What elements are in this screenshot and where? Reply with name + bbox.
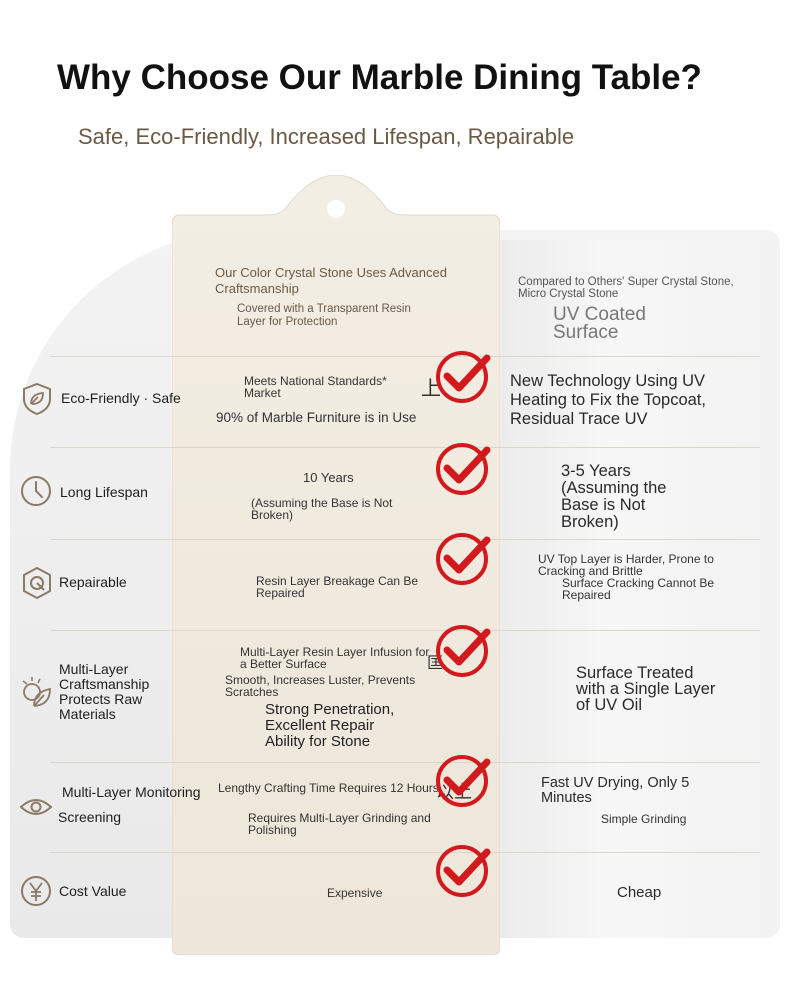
eye-icon: [19, 799, 53, 815]
row-label-multi-layer-craftsmanship: Multi-Layer Craftsmanship Protects Raw M…: [59, 661, 150, 722]
ours-craft-text-2: Smooth, Increases Luster, Prevents Scrat…: [225, 673, 416, 699]
leaf-shield-icon: [23, 382, 51, 416]
others-craft-text: Surface Treated with a Single Layer of U…: [576, 664, 716, 714]
row-label-monitoring: Multi-Layer Monitoring: [62, 784, 201, 800]
ours-eco-glyph: 上: [421, 378, 441, 400]
repair-icon: [23, 566, 51, 600]
ours-tag: [172, 175, 500, 955]
row-divider: [50, 630, 760, 631]
check-mark-icon: [436, 755, 491, 807]
ours-lifespan-text-1: 10 Years: [303, 470, 354, 485]
check-mark-icon: [436, 845, 491, 897]
ours-subheading: Covered with a Transparent Resin Layer f…: [237, 303, 411, 328]
ours-craft-text-3: Strong Penetration, Excellent Repair Abi…: [265, 701, 395, 750]
check-mark-icon: [436, 443, 491, 495]
row-label-cost-value: Cost Value: [59, 883, 127, 899]
others-eco-text: New Technology Using UV Heating to Fix t…: [510, 372, 706, 428]
others-monitor-text-1: Fast UV Drying, Only 5 Minutes: [541, 775, 690, 806]
page-subtitle: Safe, Eco-Friendly, Increased Lifespan, …: [78, 124, 575, 149]
row-divider: [50, 447, 760, 448]
row-divider: [50, 852, 760, 853]
layers-leaf-icon: [22, 677, 51, 707]
row-divider: [50, 762, 760, 763]
others-subheading: UV Coated Surface: [553, 304, 646, 343]
page-title: Why Choose Our Marble Dining Table?: [57, 58, 702, 97]
ours-cost-text: Expensive: [327, 886, 383, 900]
others-lifespan-text: 3-5 Years (Assuming the Base is Not Brok…: [561, 462, 667, 531]
ours-monitor-text-1: Lengthy Crafting Time Requires 12 Hours: [218, 781, 439, 795]
check-mark-icon: [436, 533, 491, 585]
others-heading: Compared to Others' Super Crystal Stone,…: [518, 276, 734, 300]
row-label-long-lifespan: Long Lifespan: [60, 484, 148, 500]
others-monitor-text-2: Simple Grinding: [601, 812, 687, 826]
others-cost-text: Cheap: [617, 884, 662, 901]
row-label-repairable: Repairable: [59, 574, 127, 590]
yen-icon: [21, 876, 51, 906]
row-divider: [50, 539, 760, 540]
ours-eco-text-2: 90% of Marble Furniture is in Use: [216, 410, 417, 425]
row-label-screening: Screening: [58, 809, 122, 825]
check-mark-icon: [436, 625, 491, 677]
others-repair-text-1: UV Top Layer is Harder, Prone to Crackin…: [538, 552, 714, 578]
ours-monitor-text-2: Requires Multi-Layer Grinding and Polish…: [248, 811, 431, 837]
ours-lifespan-text-2: (Assuming the Base is Not Broken): [251, 496, 393, 522]
ours-craft-text-1: Multi-Layer Resin Layer Infusion for a B…: [240, 645, 430, 671]
ours-eco-text-1: Meets National Standards* Market: [244, 374, 387, 400]
check-mark-icon: [436, 351, 491, 403]
row-divider: [50, 356, 760, 357]
ours-repair-text: Resin Layer Breakage Can Be Repaired: [256, 574, 419, 600]
others-repair-text-2: Surface Cracking Cannot Be Repaired: [562, 576, 715, 602]
clock-icon: [21, 476, 51, 506]
row-label-eco-friendly: Eco-Friendly · Safe: [61, 390, 181, 406]
ours-heading: Our Color Crystal Stone Uses Advanced Cr…: [215, 265, 447, 296]
